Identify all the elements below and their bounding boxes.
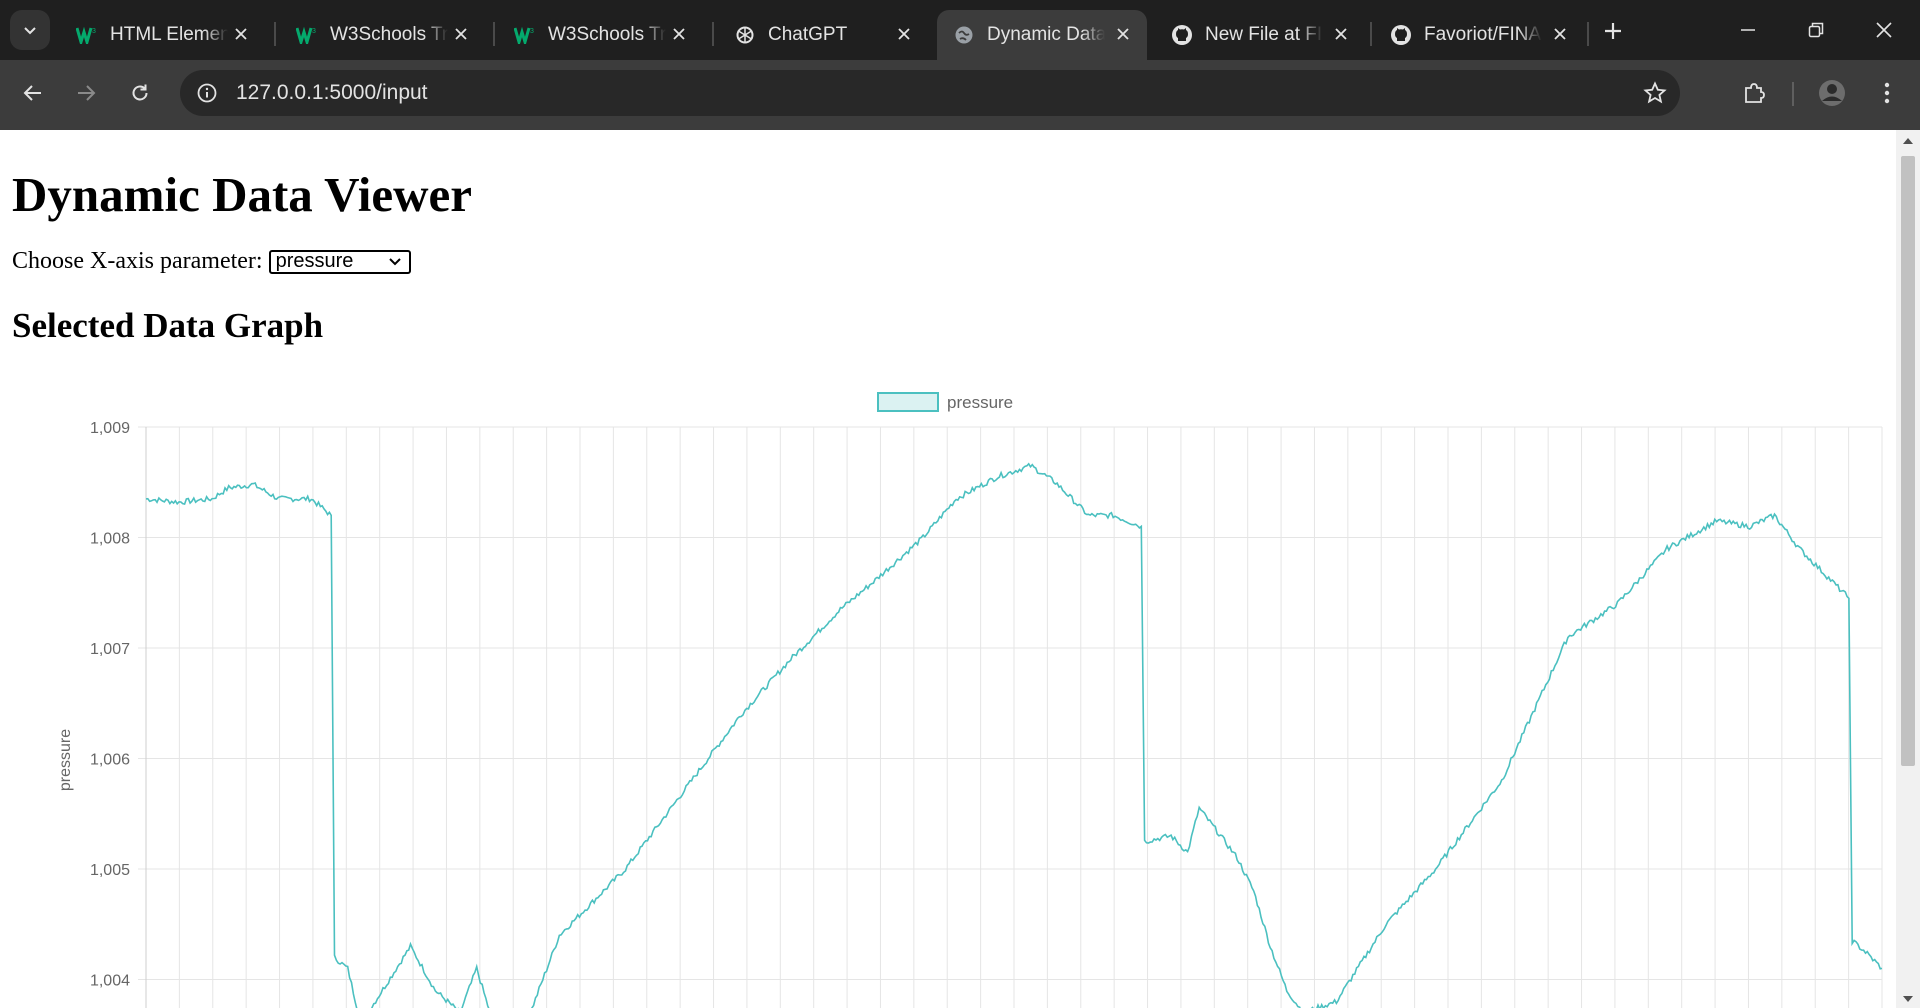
w3schools-icon: 3 — [514, 24, 536, 46]
tab-title: ChatGPT — [768, 24, 848, 45]
xparam-selected-value: pressure — [275, 250, 354, 272]
minimize-button[interactable] — [1714, 0, 1782, 60]
svg-text:3: 3 — [312, 28, 316, 35]
url-path: :5000/input — [323, 81, 428, 104]
tab-title: HTML Elemen — [110, 24, 228, 45]
tab-chatgpt[interactable]: ChatGPT — [718, 10, 928, 60]
bookmark-star-icon[interactable] — [1643, 81, 1667, 105]
close-icon[interactable] — [1113, 24, 1133, 44]
new-tab-button[interactable] — [1596, 14, 1630, 48]
close-icon[interactable] — [231, 24, 251, 44]
tab-separator — [1370, 22, 1372, 46]
tab-separator — [493, 22, 495, 46]
tab-separator — [712, 22, 714, 46]
y-axis-ticks: 1,009 1,008 1,007 1,006 1,005 1,004 — [90, 420, 130, 990]
svg-text:3: 3 — [92, 28, 96, 35]
tab-title: Dynamic Data — [987, 24, 1105, 45]
plus-icon — [1605, 23, 1621, 39]
close-icon — [1876, 22, 1892, 38]
url-text: 127.0.0.1:5000/input — [236, 81, 428, 105]
y-tick-label: 1,005 — [90, 862, 130, 879]
scroll-down-arrow-icon[interactable] — [1902, 994, 1914, 1004]
close-icon[interactable] — [451, 24, 471, 44]
more-vertical-icon — [1884, 82, 1890, 104]
series-line-pressure — [145, 462, 1883, 1008]
tab-dynamic-data[interactable]: Dynamic Data — [937, 10, 1147, 60]
github-icon — [1171, 24, 1193, 46]
chatgpt-icon — [734, 24, 756, 46]
browser-tab-strip: 3 HTML Elemen 3 W3Schools Try 3 W3School… — [0, 0, 1920, 60]
page-content: Dynamic Data Viewer Choose X-axis parame… — [0, 130, 1896, 1008]
scrollbar-thumb[interactable] — [1901, 156, 1915, 766]
puzzle-icon — [1745, 83, 1765, 103]
tab-w3schools-try-1[interactable]: 3 W3Schools Try — [280, 10, 485, 60]
tab-w3schools-try-2[interactable]: 3 W3Schools Try — [498, 10, 703, 60]
chart-grid-vertical — [145, 427, 1883, 1008]
y-tick-label: 1,009 — [90, 420, 130, 437]
url-host: 127.0.0.1 — [236, 81, 324, 104]
y-axis-label: pressure — [57, 729, 74, 791]
close-window-button[interactable] — [1850, 0, 1918, 60]
w3schools-icon: 3 — [296, 24, 318, 46]
tab-title: W3Schools Try — [330, 24, 448, 45]
page-scrollbar[interactable] — [1896, 130, 1920, 1008]
y-tick-label: 1,004 — [90, 973, 130, 990]
arrow-right-icon — [78, 85, 96, 101]
tab-separator — [274, 22, 276, 46]
close-icon[interactable] — [1550, 24, 1570, 44]
forward-button[interactable] — [66, 73, 106, 113]
restore-button[interactable] — [1782, 0, 1850, 60]
xparam-label: Choose X-axis parameter: — [12, 248, 263, 274]
reload-icon — [132, 84, 148, 101]
restore-icon — [1808, 22, 1824, 38]
minimize-icon — [1741, 29, 1755, 31]
chevron-down-icon — [24, 27, 36, 35]
tab-new-file-fin[interactable]: New File at FIN — [1155, 10, 1365, 60]
y-tick-label: 1,006 — [90, 752, 130, 769]
reload-button[interactable] — [120, 73, 160, 113]
tab-favoriot-fina[interactable]: Favoriot/FINA — [1374, 10, 1584, 60]
xparam-row: Choose X-axis parameter: pressure — [12, 248, 411, 275]
chevron-down-icon — [388, 257, 401, 265]
chart-grid-horizontal — [138, 426, 1882, 1008]
y-tick-label: 1,007 — [90, 641, 130, 658]
y-tick-label: 1,008 — [90, 531, 130, 548]
close-icon[interactable] — [894, 24, 914, 44]
tab-search-button[interactable] — [10, 10, 50, 50]
address-bar[interactable]: 127.0.0.1:5000/input — [180, 70, 1680, 116]
back-button[interactable] — [13, 73, 53, 113]
page-title: Dynamic Data Viewer — [12, 167, 472, 222]
github-icon — [1390, 24, 1412, 46]
tab-title: New File at FIN — [1205, 24, 1323, 45]
tab-html-elements[interactable]: 3 HTML Elemen — [60, 10, 265, 60]
legend-swatch[interactable] — [877, 392, 939, 412]
graph-heading: Selected Data Graph — [12, 306, 324, 345]
globe-icon — [953, 24, 975, 46]
close-icon[interactable] — [1331, 24, 1351, 44]
w3schools-icon: 3 — [76, 24, 98, 46]
scroll-up-arrow-icon[interactable] — [1902, 136, 1914, 146]
arrow-left-icon — [23, 85, 41, 101]
legend-label[interactable]: pressure — [947, 393, 1013, 412]
extensions-button[interactable] — [1734, 73, 1774, 113]
xparam-select[interactable]: pressure — [268, 249, 411, 274]
tab-separator — [1587, 22, 1589, 46]
profile-avatar[interactable] — [1812, 73, 1852, 113]
tab-title: W3Schools Try — [548, 24, 666, 45]
close-icon[interactable] — [669, 24, 689, 44]
toolbar-divider — [1792, 82, 1794, 106]
avatar-icon — [1819, 80, 1845, 106]
svg-text:3: 3 — [530, 28, 534, 35]
browser-menu-button[interactable] — [1867, 73, 1907, 113]
tab-title: Favoriot/FINA — [1424, 24, 1542, 45]
browser-toolbar: 127.0.0.1:5000/input — [0, 60, 1920, 130]
site-info-icon[interactable] — [196, 82, 218, 104]
